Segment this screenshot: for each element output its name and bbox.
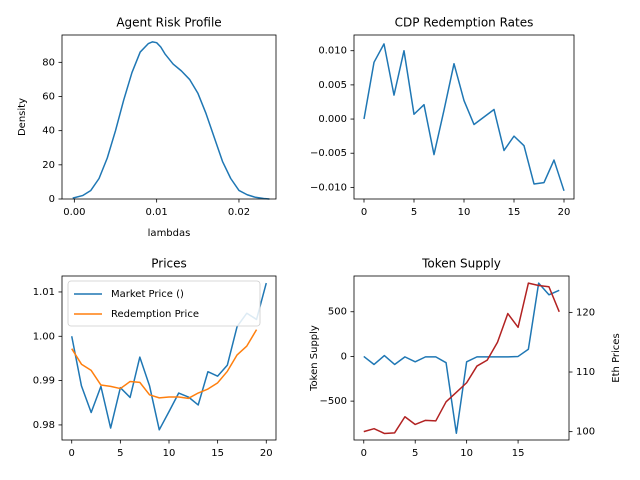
chart-title: Prices <box>151 257 187 271</box>
series-line-2-1 <box>71 329 258 400</box>
x-tick-label: 15 <box>508 207 521 218</box>
y-right-tick-label: 120 <box>576 307 595 318</box>
legend-label: Market Price () <box>111 289 184 300</box>
chart-title: Token Supply <box>421 257 501 271</box>
y-axis-label: Token Supply <box>309 325 320 392</box>
y-tick-label: 1.01 <box>33 287 55 298</box>
x-tick-label: 15 <box>512 448 525 459</box>
y-tick-label: 20 <box>42 160 55 171</box>
y-tick-label: 0.000 <box>318 114 347 125</box>
legend-label: Redemption Price <box>111 309 199 320</box>
y-tick-label: 0.99 <box>33 376 55 387</box>
y-tick-label: −0.005 <box>310 148 347 159</box>
y-tick-label: 0.98 <box>33 420 55 431</box>
x-tick-label: 10 <box>458 207 471 218</box>
y-right-tick-label: 100 <box>576 427 595 438</box>
y-tick-label: 1.00 <box>33 331 55 342</box>
x-tick-label: 0.01 <box>146 207 168 218</box>
axes-frame-3 <box>353 275 570 441</box>
chart-title: CDP Redemption Rates <box>395 16 534 30</box>
x-tick-label: 20 <box>260 448 273 459</box>
x-tick-label: 0.00 <box>63 207 85 218</box>
x-tick-label: 0.02 <box>228 207 250 218</box>
x-tick-label: 10 <box>163 448 176 459</box>
series-line-0-0 <box>72 41 270 200</box>
x-axis-label: lambdas <box>148 228 191 239</box>
y-tick-label: 0.005 <box>318 80 347 91</box>
x-tick-label: 0 <box>69 448 75 459</box>
y-tick-label: 500 <box>328 307 347 318</box>
x-tick-label: 5 <box>412 448 418 459</box>
series-line-2-0 <box>70 282 267 431</box>
y-axis-right-label: Eth Prices <box>611 333 622 382</box>
series-line-1-0 <box>363 43 565 192</box>
y-tick-label: −500 <box>320 396 347 407</box>
series-line-3-1 <box>363 282 560 435</box>
x-tick-label: 5 <box>411 207 417 218</box>
y-axis-label: Density <box>17 98 28 136</box>
legend-box <box>67 280 261 327</box>
y-right-tick-label: 110 <box>576 367 595 378</box>
y-tick-label: 0 <box>341 351 347 362</box>
x-tick-label: 0 <box>361 448 367 459</box>
y-tick-label: 0.010 <box>318 46 347 57</box>
x-tick-label: 15 <box>211 448 224 459</box>
x-tick-label: 10 <box>460 448 473 459</box>
axes-frame-0 <box>61 34 277 200</box>
x-tick-label: 0 <box>361 207 367 218</box>
series-line-3-0 <box>363 282 560 435</box>
y-tick-label: 40 <box>42 126 55 137</box>
y-tick-label: −0.010 <box>310 182 347 193</box>
chart-title: Agent Risk Profile <box>116 16 221 30</box>
y-tick-label: 60 <box>42 92 55 103</box>
x-tick-label: 20 <box>558 207 571 218</box>
y-tick-label: 80 <box>42 57 55 68</box>
y-tick-label: 0 <box>49 194 55 205</box>
x-tick-label: 5 <box>117 448 123 459</box>
